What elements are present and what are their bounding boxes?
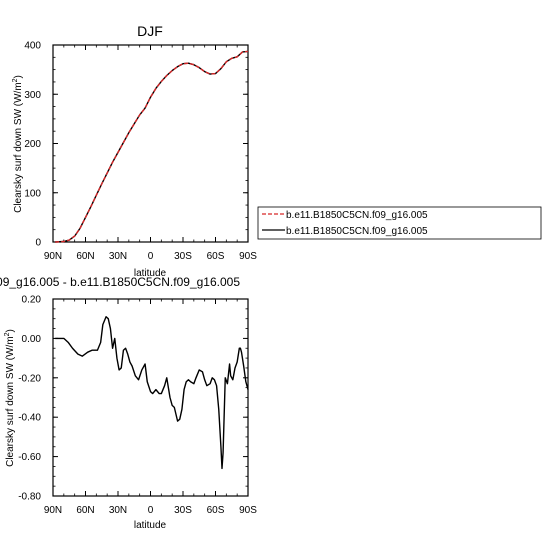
legend: b.e11.B1850C5CN.f09_g16.005 b.e11.B1850C… [257,206,542,240]
top-x-tick-label: 30S [174,251,192,262]
bottom-series-lines [55,316,249,470]
bottom-x-tick-label: 90N [44,505,62,516]
bottom-x-tick-label: 30S [174,505,192,516]
bottom-y-tick-label: 0.00 [22,334,42,345]
top-y-tick-label: 200 [24,139,41,150]
top-y-tick-label: 400 [24,41,41,52]
bottom-y-ticks: -0.80 -0.60 -0.40 -0.20 0.00 0.20 [18,295,248,503]
top-chart-title: DJF [137,23,163,39]
top-x-ticks: 90N 60N 30N 0 30S 60S 90S [44,45,257,262]
bottom-panel: 09_g16.005 - b.e11.B1850C5CN.f09_g16.005… [0,275,257,531]
bottom-x-tick-label: 90S [239,505,257,516]
legend-label-series-2: b.e11.B1850C5CN.f09_g16.005 [286,226,428,237]
top-y-tick-label: 300 [24,90,41,101]
legend-label-series-1: b.e11.B1850C5CN.f09_g16.005 [286,210,428,221]
bottom-y-axis-label: Clearsky surf down SW (W/m2) [4,329,16,467]
top-series-line-1 [55,50,249,243]
top-plot-area [52,44,249,243]
top-series-lines [55,50,249,243]
bottom-x-axis-label: latitude [134,520,167,531]
bottom-x-tick-label: 60N [76,505,94,516]
top-x-tick-label: 60S [207,251,225,262]
top-x-axis-label: latitude [134,268,167,279]
bottom-y-tick-label: -0.40 [18,413,41,424]
bottom-x-ticks: 90N 60N 30N 0 30S 60S 90S [44,299,257,516]
top-x-tick-label: 30N [109,251,127,262]
top-y-axis-label: Clearsky surf down SW (W/m2) [12,75,24,213]
bottom-y-tick-label: -0.20 [18,373,41,384]
top-x-tick-label: 0 [148,251,154,262]
top-x-tick-label: 60N [76,251,94,262]
top-x-tick-label: 90S [239,251,257,262]
top-x-tick-label: 90N [44,251,62,262]
bottom-series-line-1 [55,316,249,470]
legend-box [257,206,542,240]
bottom-x-tick-label: 60S [207,505,225,516]
top-y-ticks: 0 100 200 300 400 [24,41,248,249]
top-y-tick-label: 0 [35,238,41,249]
bottom-x-tick-label: 0 [148,505,154,516]
top-panel: DJF 90N 60N 30N 0 30S 60S 90S 0 100 200 300 400 la… [12,23,257,279]
top-series-line-2 [55,50,249,243]
bottom-chart-title: 09_g16.005 - b.e11.B1850C5CN.f09_g16.005 [0,275,240,289]
bottom-y-tick-label: 0.20 [22,295,42,306]
bottom-plot-area [52,298,249,497]
bottom-x-tick-label: 30N [109,505,127,516]
top-y-tick-label: 100 [24,188,41,199]
bottom-y-tick-label: -0.60 [18,452,41,463]
bottom-y-tick-label: -0.80 [18,492,41,503]
